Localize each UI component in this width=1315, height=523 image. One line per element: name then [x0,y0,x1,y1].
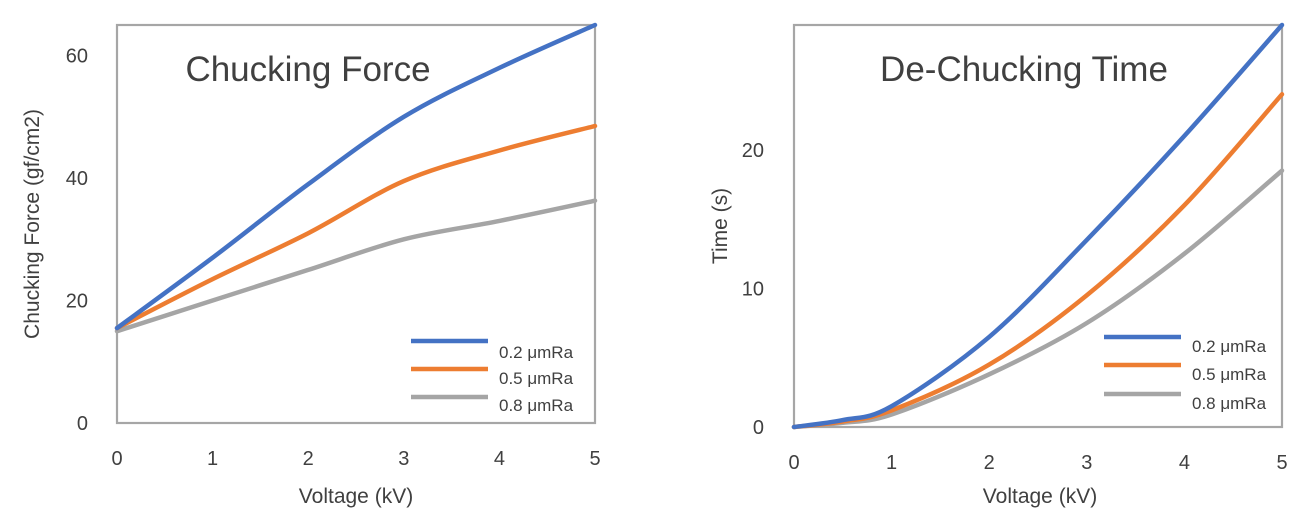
x-tick-label: 0 [788,452,799,474]
chart-title: Chucking Force [185,50,430,89]
chart-title: De-Chucking Time [880,50,1168,89]
y-tick-label: 20 [742,140,764,162]
y-tick-label: 40 [66,168,88,190]
y-tick-labels: 0 10 20 [742,140,764,439]
series-line-0.2 [791,22,1285,430]
plot-area-frame [792,23,1284,429]
x-tick-label: 5 [1276,452,1287,474]
y-axis-title: Time (s) [709,188,732,264]
y-tick-label: 0 [77,413,88,435]
plot-area-frame [115,23,597,425]
series-line-0.8 [791,168,1285,430]
x-tick-label: 2 [984,452,995,474]
legend-label-0.8: 0.8 μmRa [1192,394,1267,413]
x-tick-label: 1 [886,452,897,474]
x-tick-label: 4 [494,448,505,470]
y-tick-labels: 0 20 40 60 [66,46,88,435]
x-tick-label: 3 [1081,452,1092,474]
x-tick-label: 4 [1179,452,1190,474]
y-tick-label: 0 [753,417,764,439]
series-line-0.5 [114,123,598,331]
legend-label-0.8: 0.8 μmRa [499,396,574,415]
y-axis-title: Chucking Force (gf/cm2) [21,109,44,339]
legend-label-0.2: 0.2 μmRa [1192,337,1267,356]
x-axis-title: Voltage (kV) [299,485,413,508]
x-tick-label: 3 [398,448,409,470]
de-chucking-time-chart: De-Chucking Time Voltage (kV) Time (s) 0… [709,22,1288,508]
x-tick-label: 1 [207,448,218,470]
x-tick-label: 5 [589,448,600,470]
legend: 0.2 μmRa 0.5 μmRa 0.8 μmRa [411,338,574,415]
legend: 0.2 μmRa 0.5 μmRa 0.8 μmRa [1104,334,1267,413]
chucking-force-chart: Chucking Force Voltage (kV) Chucking For… [21,22,601,508]
x-tick-labels: 0 1 2 3 4 5 [111,448,600,470]
legend-label-0.5: 0.5 μmRa [1192,365,1267,384]
series-line-0.8 [114,198,598,334]
legend-label-0.2: 0.2 μmRa [499,343,574,362]
x-axis-title: Voltage (kV) [983,485,1097,508]
x-tick-labels: 0 1 2 3 4 5 [788,452,1287,474]
legend-label-0.5: 0.5 μmRa [499,369,574,388]
series-line-0.2 [114,22,598,331]
series-lines [114,22,598,334]
x-tick-label: 2 [303,448,314,470]
y-tick-label: 60 [66,46,88,68]
series-lines [791,22,1285,430]
y-tick-label: 20 [66,291,88,313]
y-tick-label: 10 [742,278,764,300]
x-tick-label: 0 [111,448,122,470]
